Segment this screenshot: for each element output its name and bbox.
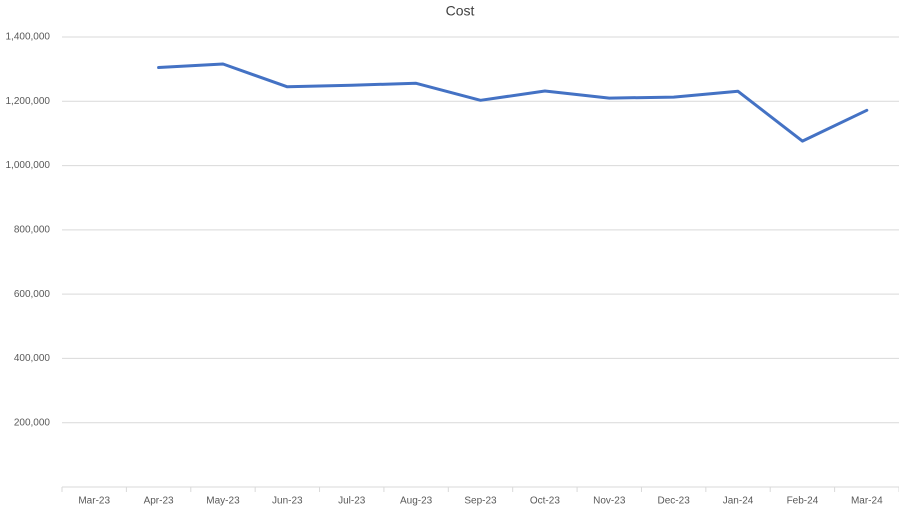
x-tick-label: Nov-23	[593, 496, 626, 507]
x-tick-label: Apr-23	[144, 496, 174, 507]
x-tick-label: Oct-23	[530, 496, 560, 507]
series-line	[157, 62, 869, 143]
x-tick-label: Mar-24	[851, 496, 883, 507]
y-tick-label: 1,400,000	[6, 32, 51, 43]
x-tick-label: Dec-23	[658, 496, 691, 507]
x-tick-label: May-23	[206, 496, 240, 507]
y-tick-label: 200,000	[14, 417, 51, 428]
x-tick-label: Jan-24	[723, 496, 754, 507]
y-tick-label: 1,200,000	[6, 96, 51, 107]
x-tick-label: Feb-24	[787, 496, 819, 507]
chart-title: Cost	[446, 3, 475, 19]
y-tick-label: 600,000	[14, 289, 51, 300]
x-tick-label: Jul-23	[338, 496, 366, 507]
y-tick-label: 800,000	[14, 224, 51, 235]
x-tick-label: Jun-23	[272, 496, 303, 507]
x-tick-label: Mar-23	[78, 496, 110, 507]
x-tick-label: Aug-23	[400, 496, 433, 507]
y-tick-label: 1,000,000	[6, 160, 51, 171]
y-tick-label: 400,000	[14, 353, 51, 364]
x-tick-label: Sep-23	[464, 496, 497, 507]
